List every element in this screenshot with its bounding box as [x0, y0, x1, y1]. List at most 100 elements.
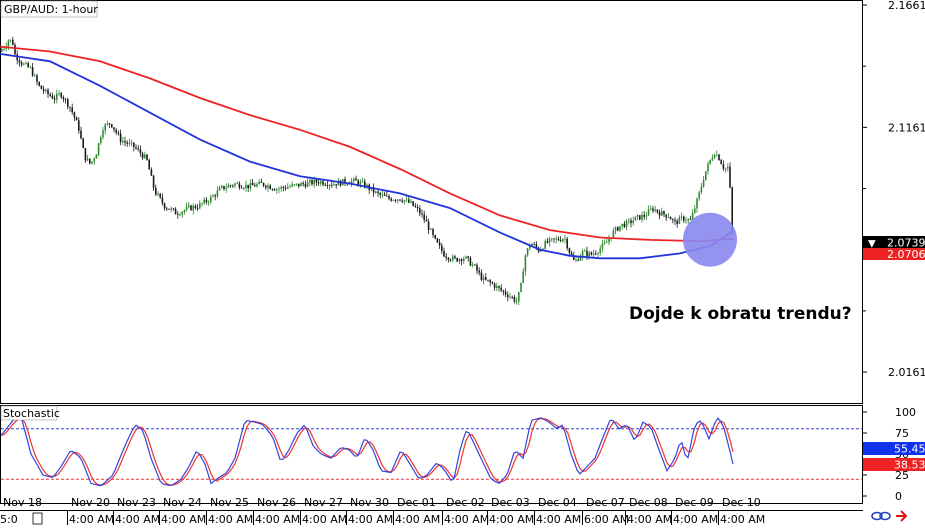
candle-body [232, 185, 234, 187]
time-hour-label: 4:00 AM [720, 513, 765, 525]
candle-body [658, 212, 661, 216]
candle-body [390, 198, 392, 201]
candle-body [115, 129, 117, 133]
time-hour-label: 4:00 AM [673, 513, 718, 525]
time-date-label: Dec 04 [538, 496, 577, 509]
time-date-label: Nov 25 [210, 496, 249, 509]
candle-body [471, 264, 474, 266]
candle-body [58, 93, 60, 94]
candle-body [674, 219, 676, 221]
candle-body [700, 186, 703, 193]
candle-body [573, 255, 575, 260]
candle-body [423, 214, 425, 220]
candle-body [702, 180, 705, 187]
candle-body [168, 208, 170, 210]
time-hour-label: 4:00 AM [255, 513, 300, 525]
candle-body [148, 159, 150, 170]
candle-body [100, 137, 102, 144]
candle-body [256, 184, 258, 187]
candle-body [287, 187, 289, 189]
candle-body [381, 194, 384, 196]
candle-body [612, 230, 615, 238]
candle-body [502, 290, 505, 292]
candle-body [102, 130, 104, 138]
candle-body [146, 154, 148, 160]
link-icon[interactable] [871, 511, 891, 521]
candle-body [427, 221, 430, 230]
candle-body [454, 256, 456, 259]
price-tick-label: 2.1161 [888, 121, 925, 134]
candle-body [302, 183, 304, 185]
candle-body [676, 220, 678, 224]
candle-body [45, 89, 47, 92]
highlight-circle [683, 212, 737, 267]
candle-body [196, 208, 199, 209]
candle-body [9, 39, 12, 41]
candle-body [278, 188, 280, 190]
time-date-label: Dec 02 [446, 496, 485, 509]
time-hour-label: 4:00 AM [161, 513, 206, 525]
candle-body [498, 286, 500, 288]
candle-body [551, 238, 553, 240]
candle-body [372, 187, 375, 193]
time-date-label: Nov 27 [304, 496, 343, 509]
candle-body [452, 256, 454, 261]
candle-body [691, 212, 694, 220]
candle-body [548, 238, 551, 243]
candle-body [1, 49, 3, 52]
candle-body [71, 107, 73, 113]
candle-body [705, 171, 707, 181]
candle-body [678, 217, 681, 224]
stoch-k-tag [863, 442, 925, 455]
candle-body [667, 217, 670, 219]
candle-body [643, 214, 645, 217]
candle-body [436, 238, 439, 243]
time-hour-label: 4:00 AM [69, 513, 114, 525]
candle-body [227, 185, 230, 188]
stochastic-tick-label: 25 [895, 469, 909, 482]
candle-body [309, 180, 311, 183]
candle-body [430, 229, 432, 230]
candle-body [135, 147, 137, 149]
candle-body [570, 252, 573, 256]
arrow-icon[interactable] [896, 510, 908, 522]
candle-body [190, 205, 192, 211]
candle-body [661, 211, 663, 216]
candle-body [665, 214, 667, 218]
price-tick-label: 2.1661 [888, 0, 925, 12]
chart-title: GBP/AUD: 1-hour [4, 3, 98, 16]
candle-body [306, 182, 309, 187]
scroll-marker[interactable] [32, 512, 43, 525]
candle-body [683, 216, 685, 221]
candle-body [203, 199, 205, 204]
candle-body [509, 296, 511, 298]
candle-body [161, 197, 164, 204]
candle-body [36, 75, 38, 82]
candle-body [555, 238, 557, 240]
candle-body [711, 158, 714, 160]
stoch-d-label: 38.53 [894, 459, 925, 472]
candle-body [117, 132, 120, 134]
candle-body [445, 256, 447, 258]
candle-body [181, 211, 183, 215]
stoch-k-label: 55.45 [894, 443, 925, 456]
candle-body [95, 154, 98, 159]
candle-body [361, 181, 364, 183]
candle-body [581, 250, 584, 257]
candle-body [709, 159, 711, 164]
time-hour-label: 4:00 AM [115, 513, 160, 525]
candle-body [223, 185, 225, 190]
last-price-label: 2.0739 [887, 237, 925, 250]
time-date-label: Dec 08 [629, 496, 668, 509]
candle-body [405, 199, 408, 201]
candle-body [179, 214, 181, 216]
candle-body [625, 220, 628, 228]
candle-body [177, 214, 179, 216]
candle-body [122, 140, 124, 143]
candle-body [159, 193, 161, 198]
candle-body [647, 209, 650, 216]
candle-body [337, 180, 340, 186]
candle-body [557, 238, 560, 241]
